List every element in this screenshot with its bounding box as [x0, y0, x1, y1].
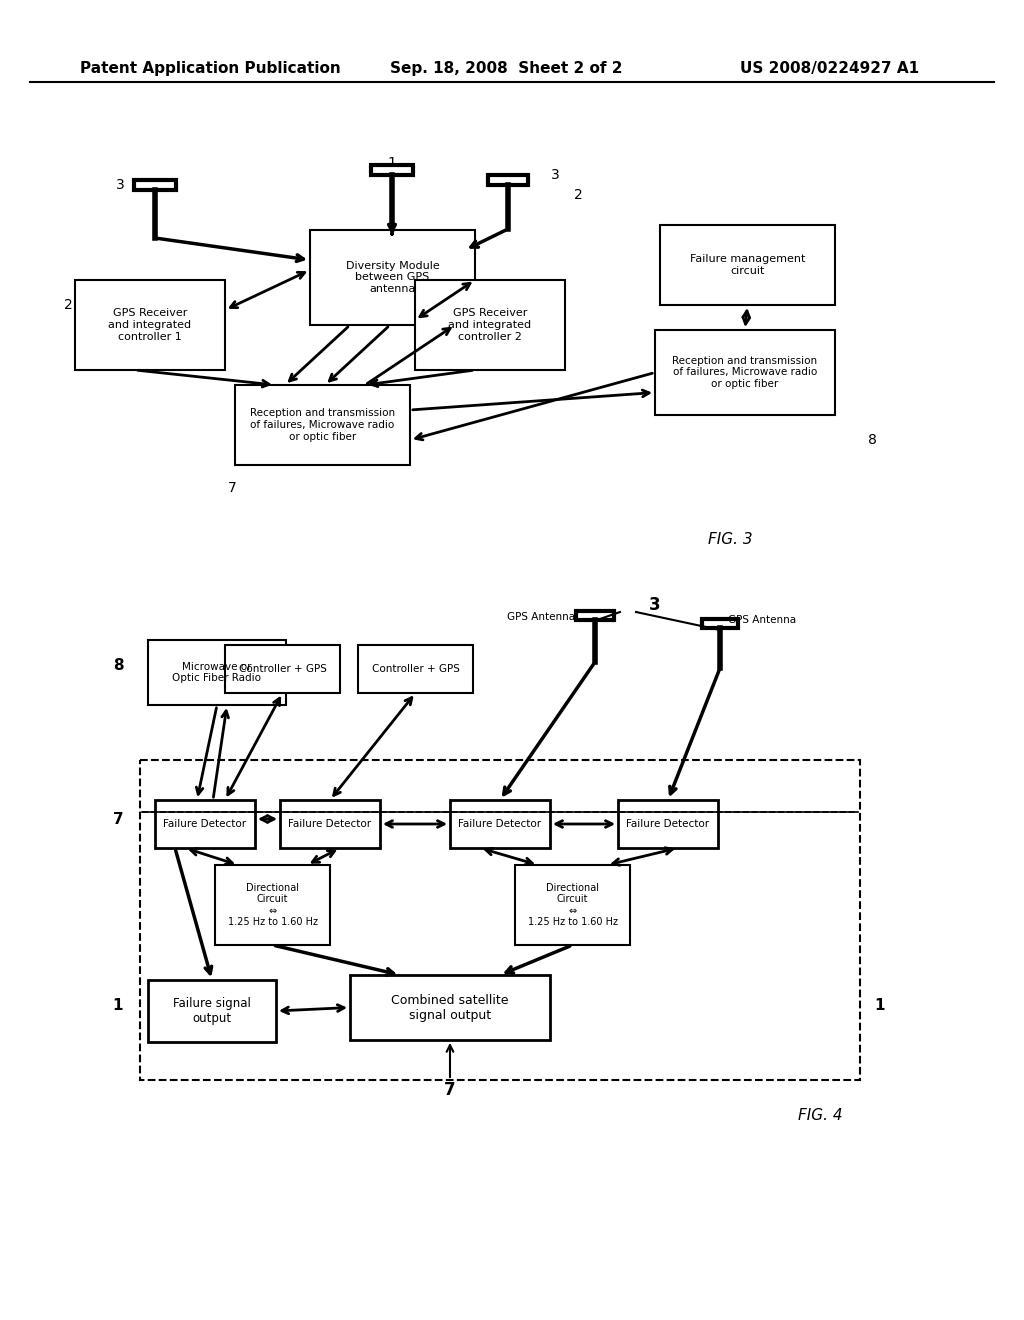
Bar	[148, 979, 276, 1041]
Text: 1: 1	[387, 156, 396, 170]
Text: Patent Application Publication: Patent Application Publication	[80, 61, 341, 75]
Text: 7: 7	[444, 1081, 456, 1100]
Bar	[415, 280, 565, 370]
Text: Controller + GPS: Controller + GPS	[372, 664, 460, 675]
Text: Directional
Circuit
⇔
1.25 Hz to 1.60 Hz: Directional Circuit ⇔ 1.25 Hz to 1.60 Hz	[227, 883, 317, 928]
Text: 3: 3	[551, 168, 559, 182]
Bar	[234, 385, 410, 465]
Bar	[618, 800, 718, 847]
Bar	[488, 176, 528, 185]
Text: 1: 1	[113, 998, 123, 1012]
Bar	[140, 760, 860, 1080]
Text: 3: 3	[649, 597, 660, 614]
Text: GPS Antenna: GPS Antenna	[728, 615, 796, 624]
Text: FIG. 4: FIG. 4	[798, 1107, 843, 1122]
Text: US 2008/0224927 A1: US 2008/0224927 A1	[740, 61, 920, 75]
Bar	[215, 865, 330, 945]
Text: Failure Detector: Failure Detector	[289, 818, 372, 829]
Bar	[148, 640, 286, 705]
Text: 8: 8	[867, 433, 877, 447]
Bar	[155, 800, 255, 847]
Text: Combined satellite
signal output: Combined satellite signal output	[391, 994, 509, 1022]
Text: Reception and transmission
of failures, Microwave radio
or optic fiber: Reception and transmission of failures, …	[673, 356, 817, 389]
Text: 3: 3	[116, 178, 124, 191]
Bar	[515, 865, 630, 945]
Bar	[702, 619, 738, 628]
Bar	[358, 645, 473, 693]
Text: 8: 8	[113, 657, 123, 672]
Bar	[280, 800, 380, 847]
Text: 2: 2	[573, 187, 583, 202]
Bar	[655, 330, 835, 414]
Bar	[371, 165, 413, 176]
Bar	[225, 645, 340, 693]
Text: 7: 7	[227, 480, 237, 495]
Text: GPS Antenna: GPS Antenna	[507, 612, 575, 622]
Text: Directional
Circuit
⇔
1.25 Hz to 1.60 Hz: Directional Circuit ⇔ 1.25 Hz to 1.60 Hz	[527, 883, 617, 928]
Text: Sep. 18, 2008  Sheet 2 of 2: Sep. 18, 2008 Sheet 2 of 2	[390, 61, 623, 75]
Text: 2: 2	[63, 298, 73, 312]
Text: 1: 1	[874, 998, 886, 1012]
Text: GPS Receiver
and integrated
controller 2: GPS Receiver and integrated controller 2	[449, 309, 531, 342]
Text: Controller + GPS: Controller + GPS	[239, 664, 327, 675]
Text: 7: 7	[113, 813, 123, 828]
Bar	[575, 611, 614, 620]
Text: Failure management
circuit: Failure management circuit	[690, 255, 805, 276]
Text: GPS Receiver
and integrated
controller 1: GPS Receiver and integrated controller 1	[109, 309, 191, 342]
Text: Failure Detector: Failure Detector	[459, 818, 542, 829]
Text: Reception and transmission
of failures, Microwave radio
or optic fiber: Reception and transmission of failures, …	[250, 408, 395, 442]
Bar	[660, 224, 835, 305]
Bar	[450, 800, 550, 847]
Text: Diversity Module
between GPS
antenna: Diversity Module between GPS antenna	[346, 261, 439, 294]
Text: Microwave or
Optic Fiber Radio: Microwave or Optic Fiber Radio	[172, 661, 261, 684]
Bar	[350, 975, 550, 1040]
Text: Failure Detector: Failure Detector	[164, 818, 247, 829]
Text: Failure Detector: Failure Detector	[627, 818, 710, 829]
Bar	[310, 230, 475, 325]
Text: FIG. 3: FIG. 3	[708, 532, 753, 548]
Bar	[134, 180, 176, 190]
Text: Failure signal
output: Failure signal output	[173, 997, 251, 1026]
Bar	[75, 280, 225, 370]
